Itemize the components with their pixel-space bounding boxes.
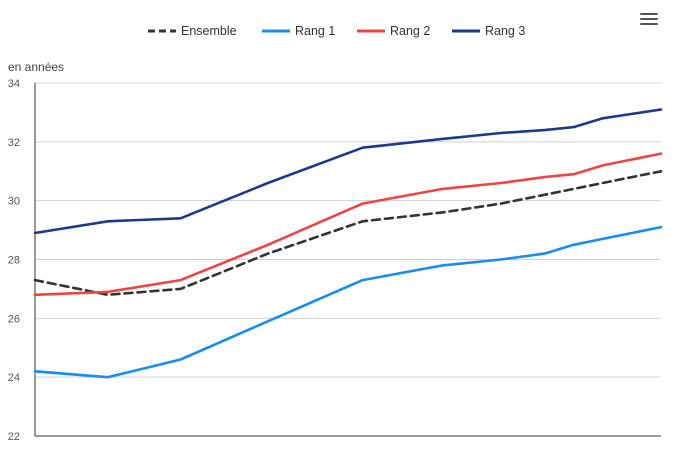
legend-label: Ensemble xyxy=(181,24,237,38)
y-tick-label: 26 xyxy=(8,313,20,325)
series-line-rang-3 xyxy=(33,108,663,235)
series-line-rang-2 xyxy=(33,152,663,297)
y-tick-label: 28 xyxy=(8,255,20,267)
y-tick-label: 24 xyxy=(8,372,20,384)
legend-label: Rang 2 xyxy=(390,24,430,38)
series-line-ensemble xyxy=(33,170,663,297)
series-line-rang-1 xyxy=(33,225,663,379)
y-tick-label: 30 xyxy=(8,196,20,208)
y-tick-label: 32 xyxy=(8,137,20,149)
y-axis-unit-label: en années xyxy=(8,60,64,74)
legend-label: Rang 1 xyxy=(295,24,335,38)
legend-label: Rang 3 xyxy=(485,24,525,38)
y-tick-label: 22 xyxy=(8,431,20,443)
y-tick-label: 34 xyxy=(8,78,20,90)
hamburger-menu-icon[interactable] xyxy=(640,10,658,28)
